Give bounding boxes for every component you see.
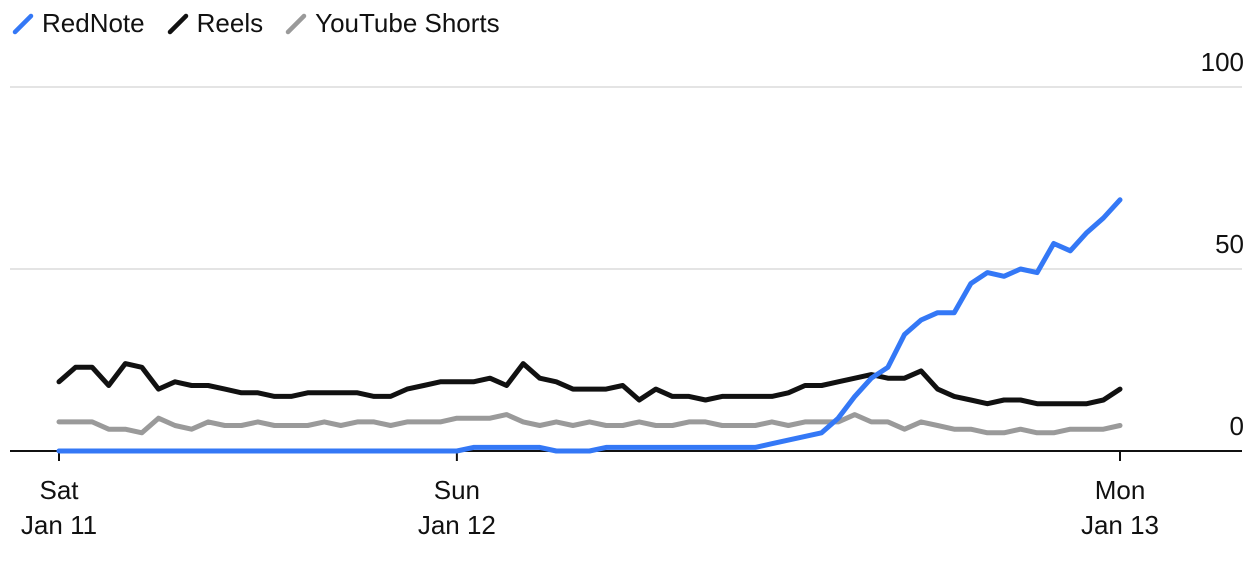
legend-item-youtube-shorts: YouTube Shorts <box>285 8 500 39</box>
legend-swatch-reels <box>167 13 188 34</box>
legend-label-rednote: RedNote <box>42 8 145 38</box>
series-line-youtube-shorts <box>56 412 1123 436</box>
legend-label-youtube-shorts: YouTube Shorts <box>315 8 500 38</box>
x-axis-ticks: Sat Jan 11 Sun Jan 12 Mon Jan 13 <box>21 451 1159 540</box>
series-lines <box>56 197 1123 454</box>
y-tick-label: 100 <box>1201 47 1244 77</box>
legend-label-reels: Reels <box>196 8 264 38</box>
x-tick-label-date: Jan 13 <box>1081 510 1159 540</box>
series-line-reels <box>56 361 1123 407</box>
x-tick-label-day: Sun <box>434 475 480 505</box>
gridlines <box>10 86 1242 270</box>
x-tick-label-day: Mon <box>1095 475 1146 505</box>
y-tick-label: 0 <box>1230 411 1244 441</box>
legend-swatch-rednote <box>12 13 34 34</box>
x-tick-label-day: Sat <box>39 475 79 505</box>
legend-swatch-youtube-shorts <box>285 13 307 34</box>
x-tick-label-date: Jan 12 <box>418 510 496 540</box>
legend-item-rednote: RedNote <box>12 8 145 39</box>
y-axis-ticks: 0 50 100 <box>1201 47 1244 441</box>
legend-item-reels: Reels <box>167 8 263 39</box>
series-line-rednote <box>56 197 1123 454</box>
x-tick-label-date: Jan 11 <box>21 510 97 540</box>
y-tick-label: 50 <box>1215 229 1244 259</box>
legend: RedNote Reels YouTube Shorts <box>12 8 500 39</box>
